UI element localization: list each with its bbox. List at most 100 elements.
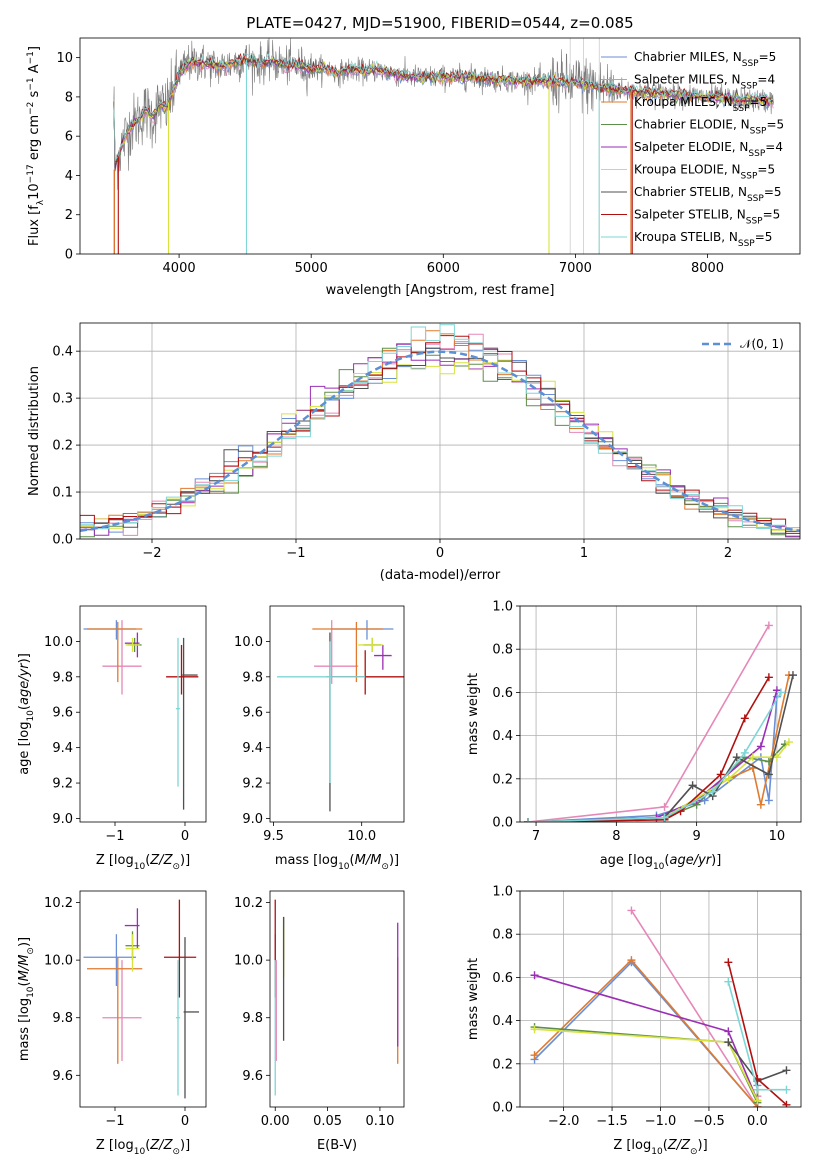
x-tick-label: 0	[436, 546, 444, 561]
errorbar-point-1	[102, 960, 142, 1061]
spectrum-legend: Chabrier MILES, NSSP=5 Salpeter MILES, NS…	[601, 50, 784, 249]
axes-frame	[269, 890, 405, 1108]
y-tick-label: 0	[65, 248, 73, 263]
legend-label-normal-curve: 𝒩(0, 1)	[740, 337, 784, 351]
legend-label-0: Chabrier MILES, NSSP=5	[634, 50, 776, 69]
weight-marker	[753, 1085, 762, 1094]
weight-marker	[776, 688, 785, 697]
legend-label-1: Salpeter MILES, NSSP=4	[634, 73, 775, 92]
mass-weight-vs-metallicity-panel: −2.0 −1.5 −1.0 −0.5 0.0 0.0 0.2 0.4 0.6 0.8 1.0 Z […	[466, 885, 802, 1157]
y-tick-label: 0.2	[492, 772, 513, 787]
errorbar-point-7	[166, 644, 199, 695]
y-tick-label: 0.8	[492, 643, 513, 658]
y-tick-label: 4	[65, 169, 73, 184]
histogram-legend: 𝒩(0, 1)	[702, 337, 784, 351]
plot-area	[83, 899, 199, 1099]
errorbar-point-4	[374, 644, 392, 670]
y-tick-label: 9.6	[52, 706, 73, 721]
x-tick-label: 7000	[559, 261, 592, 276]
weight-marker	[782, 1066, 791, 1075]
weight-marker	[732, 753, 741, 762]
x-tick-label: −1.0	[645, 1114, 677, 1129]
y-tick-label: 10.0	[234, 635, 263, 650]
weight-marker	[627, 906, 636, 915]
y-tick-label: 9.4	[242, 741, 263, 756]
y-tick-label: 9.2	[52, 777, 73, 792]
axes-frame	[79, 605, 207, 823]
weight-marker	[530, 1025, 539, 1034]
axes-frame	[79, 322, 801, 540]
residual-histogram-panel: −2 −1 0 1 2 0.0 0.1 0.2 0.3 0.4 (data-model)/error…	[27, 322, 801, 583]
errorbar-point-4	[124, 908, 140, 949]
y-tick-label: 10.2	[234, 896, 263, 911]
y-tick-label: 9.8	[242, 670, 263, 685]
y-tick-label: 10.0	[44, 954, 73, 969]
model-line-7	[113, 53, 774, 163]
weight-marker	[660, 813, 669, 822]
y-tick-label: 0.0	[52, 533, 73, 548]
legend-label-5: Kroupa ELODIE, NSSP=5	[634, 163, 775, 182]
model-line-6	[113, 53, 774, 169]
weight-marker	[530, 971, 539, 980]
y-tick-label: 9.4	[52, 741, 73, 756]
weight-line-0	[527, 696, 778, 822]
mass-weight-vs-age-panel: 7 8 9 10 0.0 0.2 0.4 0.6 0.8 1.0 age [log10(age/yr…	[466, 600, 802, 872]
y-tick-label: 9.8	[242, 1011, 263, 1026]
mass-vs-extinction-panel: 0.00 0.05 0.10 9.6 9.8 10.0 10.2 E(B-V)	[234, 890, 405, 1153]
weight-marker	[524, 818, 533, 822]
y-tick-label: 9.8	[52, 1011, 73, 1026]
plot-area	[113, 38, 774, 254]
x-axis-label: Z [log10(Z/Z⊙)]	[613, 1138, 707, 1157]
x-tick-label: 9.5	[263, 829, 284, 844]
axes-frame	[519, 605, 802, 823]
x-tick-label: 8000	[691, 261, 724, 276]
weight-marker	[764, 796, 773, 805]
y-axis-label: mass weight	[466, 958, 481, 1040]
errorbar-point-6	[182, 637, 198, 810]
axes-frame	[79, 37, 801, 255]
errorbar-point-6	[183, 937, 199, 1099]
weight-marker	[772, 686, 781, 695]
errorbar-point-8	[277, 641, 366, 784]
y-axis-label: age [log10(age/yr)]	[17, 653, 36, 775]
x-axis-label: mass [log10(M/M⊙)]	[275, 853, 399, 872]
x-tick-label: 0	[181, 1114, 189, 1129]
weight-marker	[740, 714, 749, 723]
weight-marker	[756, 800, 765, 809]
y-tick-label: 0.0	[492, 816, 513, 831]
normal-curve-line	[80, 350, 800, 533]
weight-marker	[708, 787, 717, 796]
errorbar-point-5	[125, 637, 140, 653]
x-tick-label: 6000	[427, 261, 460, 276]
plot-area	[524, 621, 797, 822]
y-tick-label: 8	[65, 90, 73, 105]
weight-marker	[748, 753, 757, 762]
weight-marker	[764, 621, 773, 630]
figure-title: PLATE=0427, MJD=51900, FIBERID=0544, z=0…	[246, 14, 633, 32]
x-tick-label: 0.0	[747, 1114, 768, 1129]
y-tick-label: 0.2	[52, 439, 73, 454]
legend-label-3: Chabrier ELODIE, NSSP=5	[634, 118, 784, 137]
errorbar-point-0	[83, 934, 136, 987]
weight-marker	[716, 770, 725, 779]
x-tick-label: −1	[105, 1114, 124, 1129]
weight-marker	[784, 738, 793, 747]
weight-marker	[772, 753, 781, 762]
y-axis-label: mass weight	[466, 673, 481, 755]
model-line-5	[113, 55, 774, 164]
x-tick-label: 0.05	[313, 1114, 342, 1129]
axes-frame	[79, 890, 207, 1108]
legend-label-4: Salpeter ELODIE, NSSP=4	[634, 140, 783, 159]
x-axis-label: (data-model)/error	[380, 568, 501, 583]
errorbar-point-8	[175, 960, 181, 1096]
spectrum-panel: 4000 5000 6000 7000 8000 0 2 4 6 8 10 wavelength [A…	[26, 37, 801, 298]
errorbar-point-1	[102, 620, 142, 695]
errorbar-point-5	[358, 637, 383, 653]
y-tick-label: 10	[56, 51, 73, 66]
x-tick-label: 7	[532, 829, 540, 844]
y-tick-label: 0.2	[492, 1057, 513, 1072]
axes-frame	[519, 890, 802, 1108]
weight-marker	[788, 671, 797, 680]
